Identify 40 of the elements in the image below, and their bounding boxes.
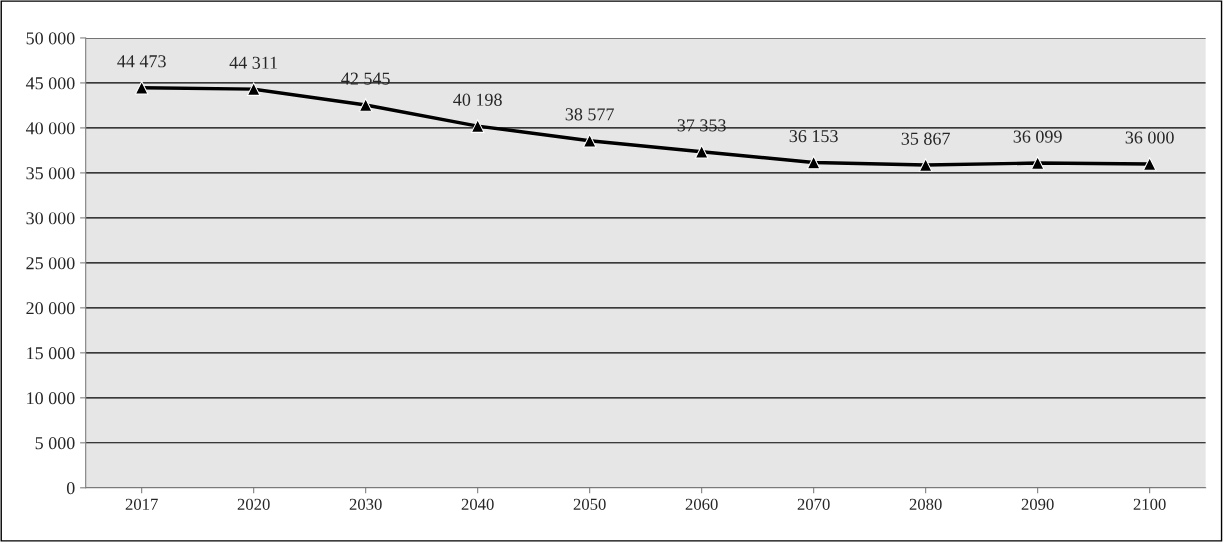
point <box>470 119 485 133</box>
x-tick-label: 2050 <box>573 498 606 510</box>
point <box>246 82 261 96</box>
point <box>806 155 821 170</box>
point <box>694 144 709 159</box>
point <box>358 98 373 112</box>
y-tick-label: 25 000 <box>26 257 75 270</box>
data-label: 36 099 <box>1013 130 1062 143</box>
data-label: 40 198 <box>453 93 502 106</box>
point <box>582 133 597 148</box>
data-label: 35 867 <box>901 132 950 145</box>
y-tick-label: 45 000 <box>25 77 75 90</box>
y-tick-label: 10 000 <box>27 392 75 405</box>
y-tick-label: 50 000 <box>26 32 75 45</box>
x-tick-label: 2060 <box>685 498 718 510</box>
data-label: 36 153 <box>789 130 838 143</box>
x-tick-label: 2090 <box>1021 498 1054 510</box>
y-tick-label: 5 000 <box>35 437 75 450</box>
point <box>1142 157 1157 171</box>
data-label: 38 577 <box>565 108 614 121</box>
data-label: 44 311 <box>229 56 278 69</box>
data-label: 36 000 <box>1125 131 1174 144</box>
point <box>134 80 149 95</box>
data-label: 44 473 <box>117 55 166 68</box>
x-tick-label: 2070 <box>797 498 830 510</box>
y-tick-label: 15 000 <box>27 347 75 360</box>
y-tick-label: 35 000 <box>26 167 75 180</box>
data-label: 42 545 <box>341 72 390 85</box>
x-tick-label: 2100 <box>1133 498 1166 510</box>
y-tick-label: 30 000 <box>26 212 75 225</box>
x-tick-label: 2020 <box>237 498 270 510</box>
y-tick-label: 40 000 <box>25 122 75 135</box>
x-tick-label: 2040 <box>461 498 494 510</box>
x-tick-label: 2017 <box>125 498 158 510</box>
y-tick-label: 0 <box>66 482 75 495</box>
point <box>1030 156 1045 170</box>
x-tick-label: 2080 <box>909 498 942 510</box>
point <box>918 158 933 172</box>
y-tick-label: 20 000 <box>26 302 75 315</box>
x-tick-label: 2030 <box>349 498 382 510</box>
